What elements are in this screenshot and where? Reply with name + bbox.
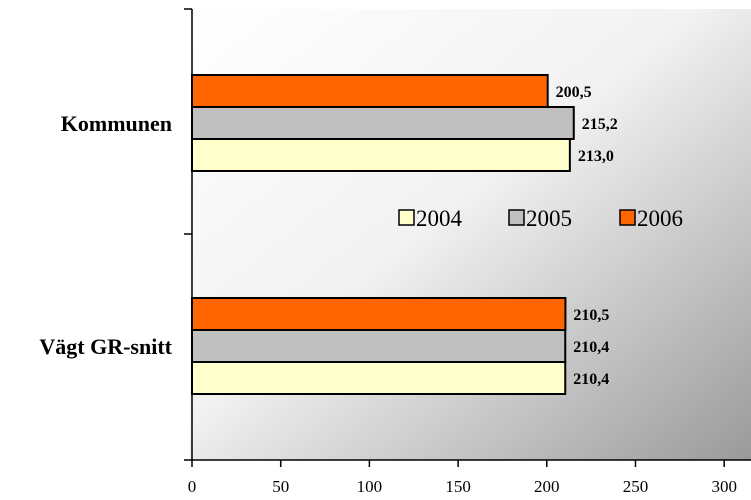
- bar-2005-1: [191, 106, 575, 140]
- bar-2004-2: [191, 361, 567, 395]
- bar-2006-1: [191, 74, 549, 108]
- bar-2004-1: [191, 138, 571, 172]
- legend-swatch-2005: [508, 209, 525, 226]
- x-tick-label: 300: [711, 477, 737, 496]
- legend-label: 2006: [637, 206, 683, 231]
- x-tick-label: 100: [357, 477, 383, 496]
- data-label: 210,4: [573, 371, 609, 388]
- legend-swatch-2004: [398, 209, 415, 226]
- bar-2006-2: [191, 297, 567, 331]
- x-tick-label: 200: [534, 477, 560, 496]
- x-tick-label: 0: [188, 477, 197, 496]
- data-label: 210,5: [573, 307, 609, 324]
- category-label: Vägt GR-snitt: [39, 334, 172, 359]
- bar-2005-2: [191, 329, 567, 363]
- category-label: Kommunen: [61, 111, 172, 136]
- legend-label: 2005: [526, 206, 572, 231]
- x-tick-label: 50: [272, 477, 289, 496]
- data-label: 210,4: [573, 339, 609, 356]
- x-tick-label: 250: [623, 477, 649, 496]
- data-label: 213,0: [578, 148, 614, 165]
- data-label: 200,5: [556, 84, 592, 101]
- legend-swatch-2006: [619, 209, 636, 226]
- data-label: 215,2: [582, 116, 618, 133]
- x-tick-label: 150: [445, 477, 471, 496]
- legend-label: 2004: [416, 206, 463, 231]
